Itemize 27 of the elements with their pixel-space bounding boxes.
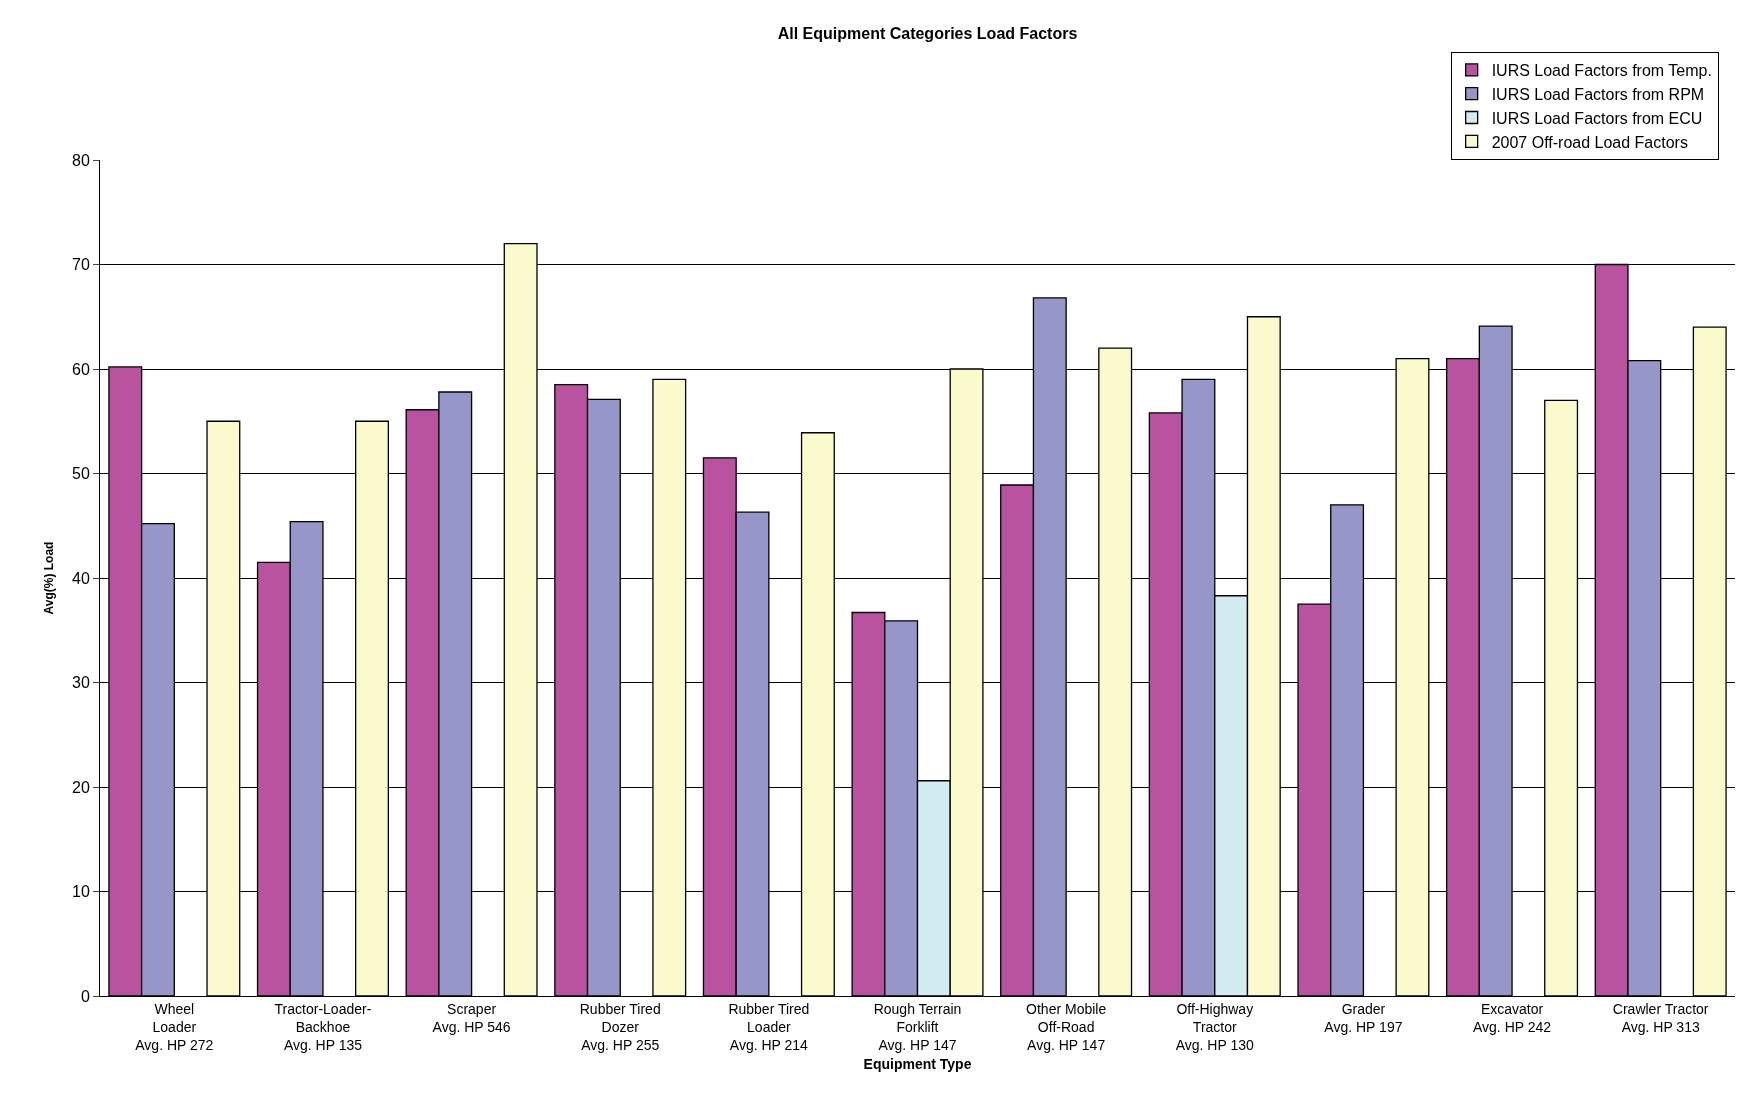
y-axis-title: Avg(%) Load: [42, 541, 57, 615]
x-tick-label: Crawler Tractor Avg. HP 313: [1612, 1000, 1709, 1035]
y-tick-label: 50: [72, 465, 90, 483]
y-tick-label: 0: [80, 987, 90, 1005]
y-tick-label: 70: [72, 256, 90, 274]
y-tick-label: 10: [72, 883, 90, 901]
x-tick-label: Rubber Tired Dozer Avg. HP 255: [579, 1000, 661, 1054]
x-tick-label: Rubber Tired Loader Avg. HP 214: [728, 1000, 810, 1054]
y-tick-label: 20: [72, 778, 90, 796]
y-tick-label: 60: [72, 360, 90, 378]
y-tick-label: 30: [72, 674, 90, 692]
x-axis-title: Equipment Type: [863, 1055, 972, 1072]
x-tick-label: Tractor-Loader- Backhoe Avg. HP 135: [274, 1000, 372, 1054]
x-tick-label: Grader Avg. HP 197: [1324, 1000, 1403, 1035]
legend-label: IURS Load Factors from RPM: [1491, 85, 1705, 103]
x-tick-label: Wheel Loader Avg. HP 272: [135, 1000, 214, 1054]
x-tick-label: Excavator Avg. HP 242: [1473, 1000, 1552, 1035]
x-tick-label: Rough Terrain Forklift Avg. HP 147: [873, 1000, 962, 1054]
x-tick-label: Off-Highway Tractor Avg. HP 130: [1175, 1000, 1255, 1054]
chart-title: All Equipment Categories Load Factors: [777, 24, 1078, 42]
x-tick-label: Other Mobile Off-Road Avg. HP 147: [1026, 1000, 1107, 1054]
x-tick-label: Scraper Avg. HP 546: [432, 1000, 511, 1035]
legend-label: 2007 Off-road Load Factors: [1491, 133, 1688, 151]
legend-label: IURS Load Factors from Temp.: [1491, 62, 1712, 80]
legend-label: IURS Load Factors from ECU: [1491, 109, 1703, 127]
y-tick-label: 80: [72, 151, 90, 169]
y-tick-label: 40: [72, 569, 90, 587]
